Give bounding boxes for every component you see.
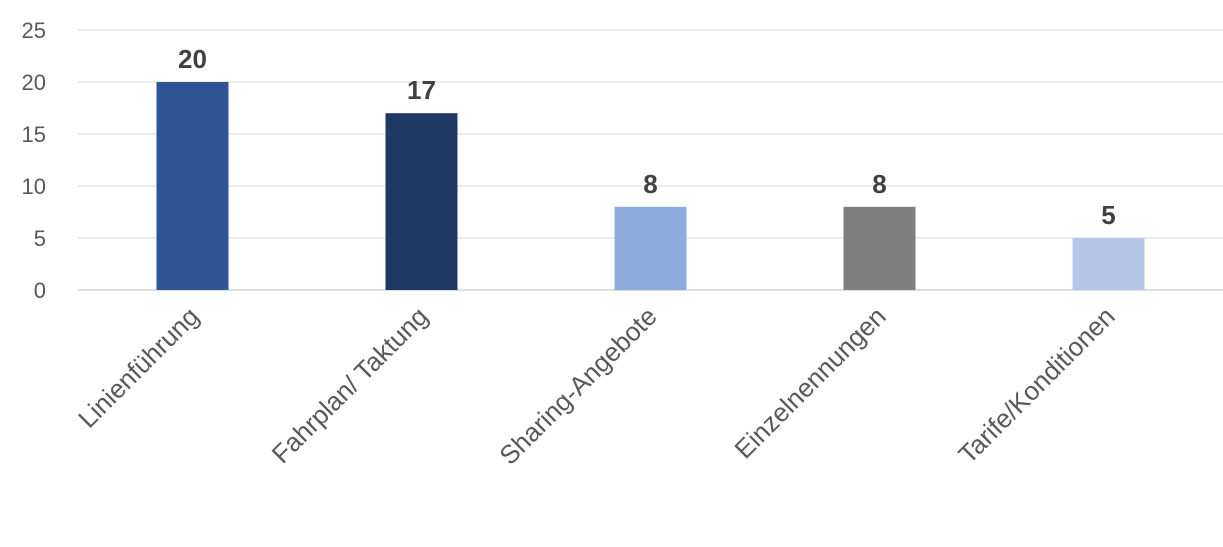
- bars: [156, 82, 1145, 290]
- y-tick-label: 5: [34, 226, 46, 251]
- data-label: 20: [178, 44, 207, 74]
- y-tick-label: 10: [22, 174, 46, 199]
- data-label: 8: [872, 169, 886, 199]
- y-tick-label: 25: [22, 18, 46, 43]
- category-labels: Linienführung Fahrplan/ Taktung Sharing-An…: [72, 301, 1121, 470]
- category-label: Sharing-Angebote: [493, 301, 662, 470]
- data-label: 8: [643, 169, 657, 199]
- y-tick-label: 0: [34, 278, 46, 303]
- y-tick-label: 20: [22, 70, 46, 95]
- y-tick-label: 15: [22, 122, 46, 147]
- gridlines: [78, 29, 1223, 291]
- y-axis-tick-labels: 0 5 10 15 20 25: [22, 18, 46, 303]
- category-label: Linienführung: [72, 301, 205, 434]
- bar: [1072, 238, 1145, 290]
- data-label: 5: [1101, 200, 1115, 230]
- category-label: Einzelnennungen: [728, 301, 891, 464]
- bar: [843, 206, 916, 290]
- data-labels: 20 17 8 8 5: [178, 44, 1116, 230]
- category-label: Tarife/Konditionen: [952, 301, 1120, 469]
- bar: [156, 82, 229, 290]
- data-label: 17: [407, 75, 436, 105]
- category-label: Fahrplan/ Taktung: [266, 301, 434, 469]
- bar: [385, 113, 458, 290]
- bar: [614, 206, 687, 290]
